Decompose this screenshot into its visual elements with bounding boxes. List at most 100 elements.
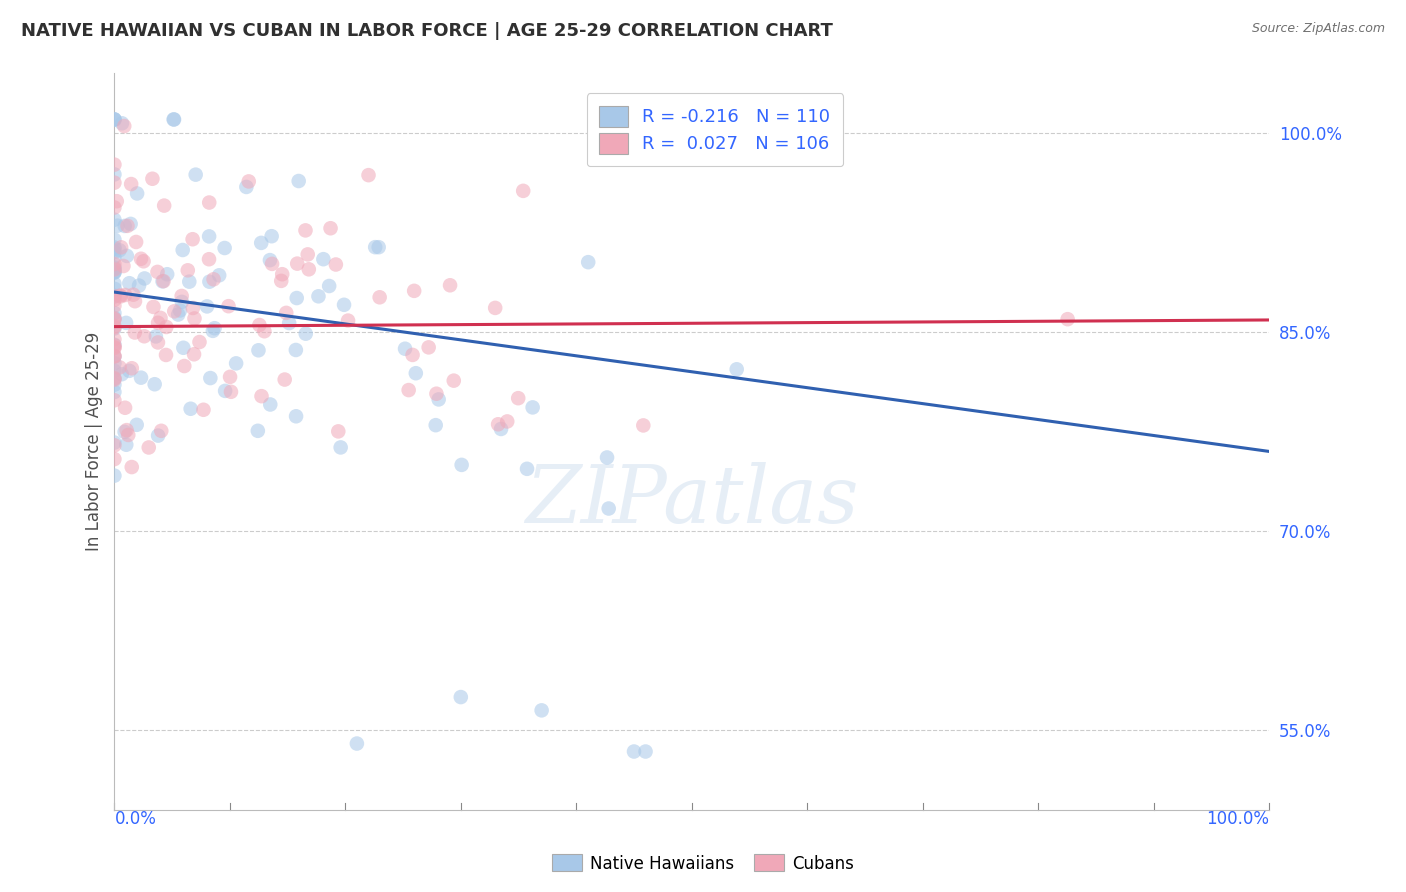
Point (125, 235, 148, 249)
Point (103, 350, 125, 364)
Point (134, 271, 156, 285)
Point (530, 703, 553, 717)
Point (163, 112, 186, 127)
Point (110, 289, 132, 303)
Legend: R = -0.216   N = 110, R =  0.027   N = 106: R = -0.216 N = 110, R = 0.027 N = 106 (586, 93, 844, 167)
Point (115, 423, 138, 437)
Point (180, 401, 202, 416)
Point (576, 255, 599, 269)
Point (103, 264, 125, 278)
Point (198, 252, 221, 267)
Point (198, 195, 221, 210)
Point (450, 690, 472, 704)
Point (141, 171, 163, 186)
Point (103, 257, 125, 271)
Point (276, 306, 298, 320)
Point (270, 274, 292, 288)
Point (103, 452, 125, 467)
Point (198, 229, 221, 244)
Point (329, 441, 352, 455)
Point (149, 310, 172, 325)
Point (284, 343, 307, 357)
Text: NATIVE HAWAIIAN VS CUBAN IN LABOR FORCE | AGE 25-29 CORRELATION CHART: NATIVE HAWAIIAN VS CUBAN IN LABOR FORCE … (21, 22, 832, 40)
Point (202, 272, 225, 286)
Point (163, 304, 186, 318)
Point (122, 287, 145, 301)
Point (103, 364, 125, 378)
Point (142, 300, 165, 314)
Point (633, 418, 655, 433)
Point (103, 201, 125, 215)
Point (104, 282, 127, 296)
Point (357, 168, 380, 182)
Point (170, 289, 193, 303)
Point (134, 329, 156, 343)
Point (103, 312, 125, 326)
Point (103, 319, 125, 334)
Point (115, 249, 138, 263)
Point (103, 244, 125, 259)
Point (333, 298, 356, 312)
Point (204, 321, 226, 335)
Point (489, 422, 512, 436)
Point (103, 393, 125, 408)
Point (250, 389, 273, 403)
Point (297, 247, 319, 261)
Point (496, 414, 519, 428)
Point (285, 257, 308, 271)
Point (103, 341, 125, 355)
Point (195, 300, 218, 314)
Point (103, 306, 125, 320)
Point (150, 424, 173, 438)
Point (103, 377, 125, 392)
Point (103, 260, 125, 275)
Point (103, 293, 125, 307)
Point (103, 350, 125, 364)
Point (214, 241, 236, 255)
Point (405, 366, 427, 380)
Point (425, 386, 447, 401)
Point (108, 244, 131, 258)
Point (103, 384, 125, 399)
Point (312, 252, 335, 267)
Point (184, 168, 207, 182)
Point (1056, 312, 1078, 326)
Point (114, 425, 136, 439)
Point (247, 318, 270, 332)
Point (308, 289, 330, 303)
Point (103, 266, 125, 280)
Point (155, 320, 177, 334)
Point (146, 335, 169, 350)
Point (319, 221, 342, 235)
Point (427, 392, 450, 407)
Point (120, 177, 142, 191)
Point (328, 425, 350, 439)
Point (103, 240, 125, 254)
Point (115, 316, 138, 330)
Point (198, 275, 221, 289)
Point (103, 288, 125, 302)
Point (259, 253, 281, 268)
Point (208, 268, 231, 283)
Point (103, 112, 125, 127)
Point (285, 409, 308, 424)
Point (121, 361, 143, 376)
Point (115, 438, 138, 452)
Point (337, 313, 360, 327)
Point (450, 458, 472, 472)
Point (201, 324, 224, 338)
Point (103, 356, 125, 370)
Point (128, 278, 150, 293)
Point (260, 229, 283, 244)
Point (114, 288, 136, 302)
Point (103, 468, 125, 483)
Point (214, 384, 236, 398)
Point (225, 356, 247, 370)
Point (262, 257, 284, 271)
Legend: Native Hawaiians, Cubans: Native Hawaiians, Cubans (546, 847, 860, 880)
Point (598, 501, 620, 516)
Point (124, 326, 146, 340)
Point (219, 384, 242, 399)
Point (112, 259, 135, 273)
Point (103, 435, 125, 450)
